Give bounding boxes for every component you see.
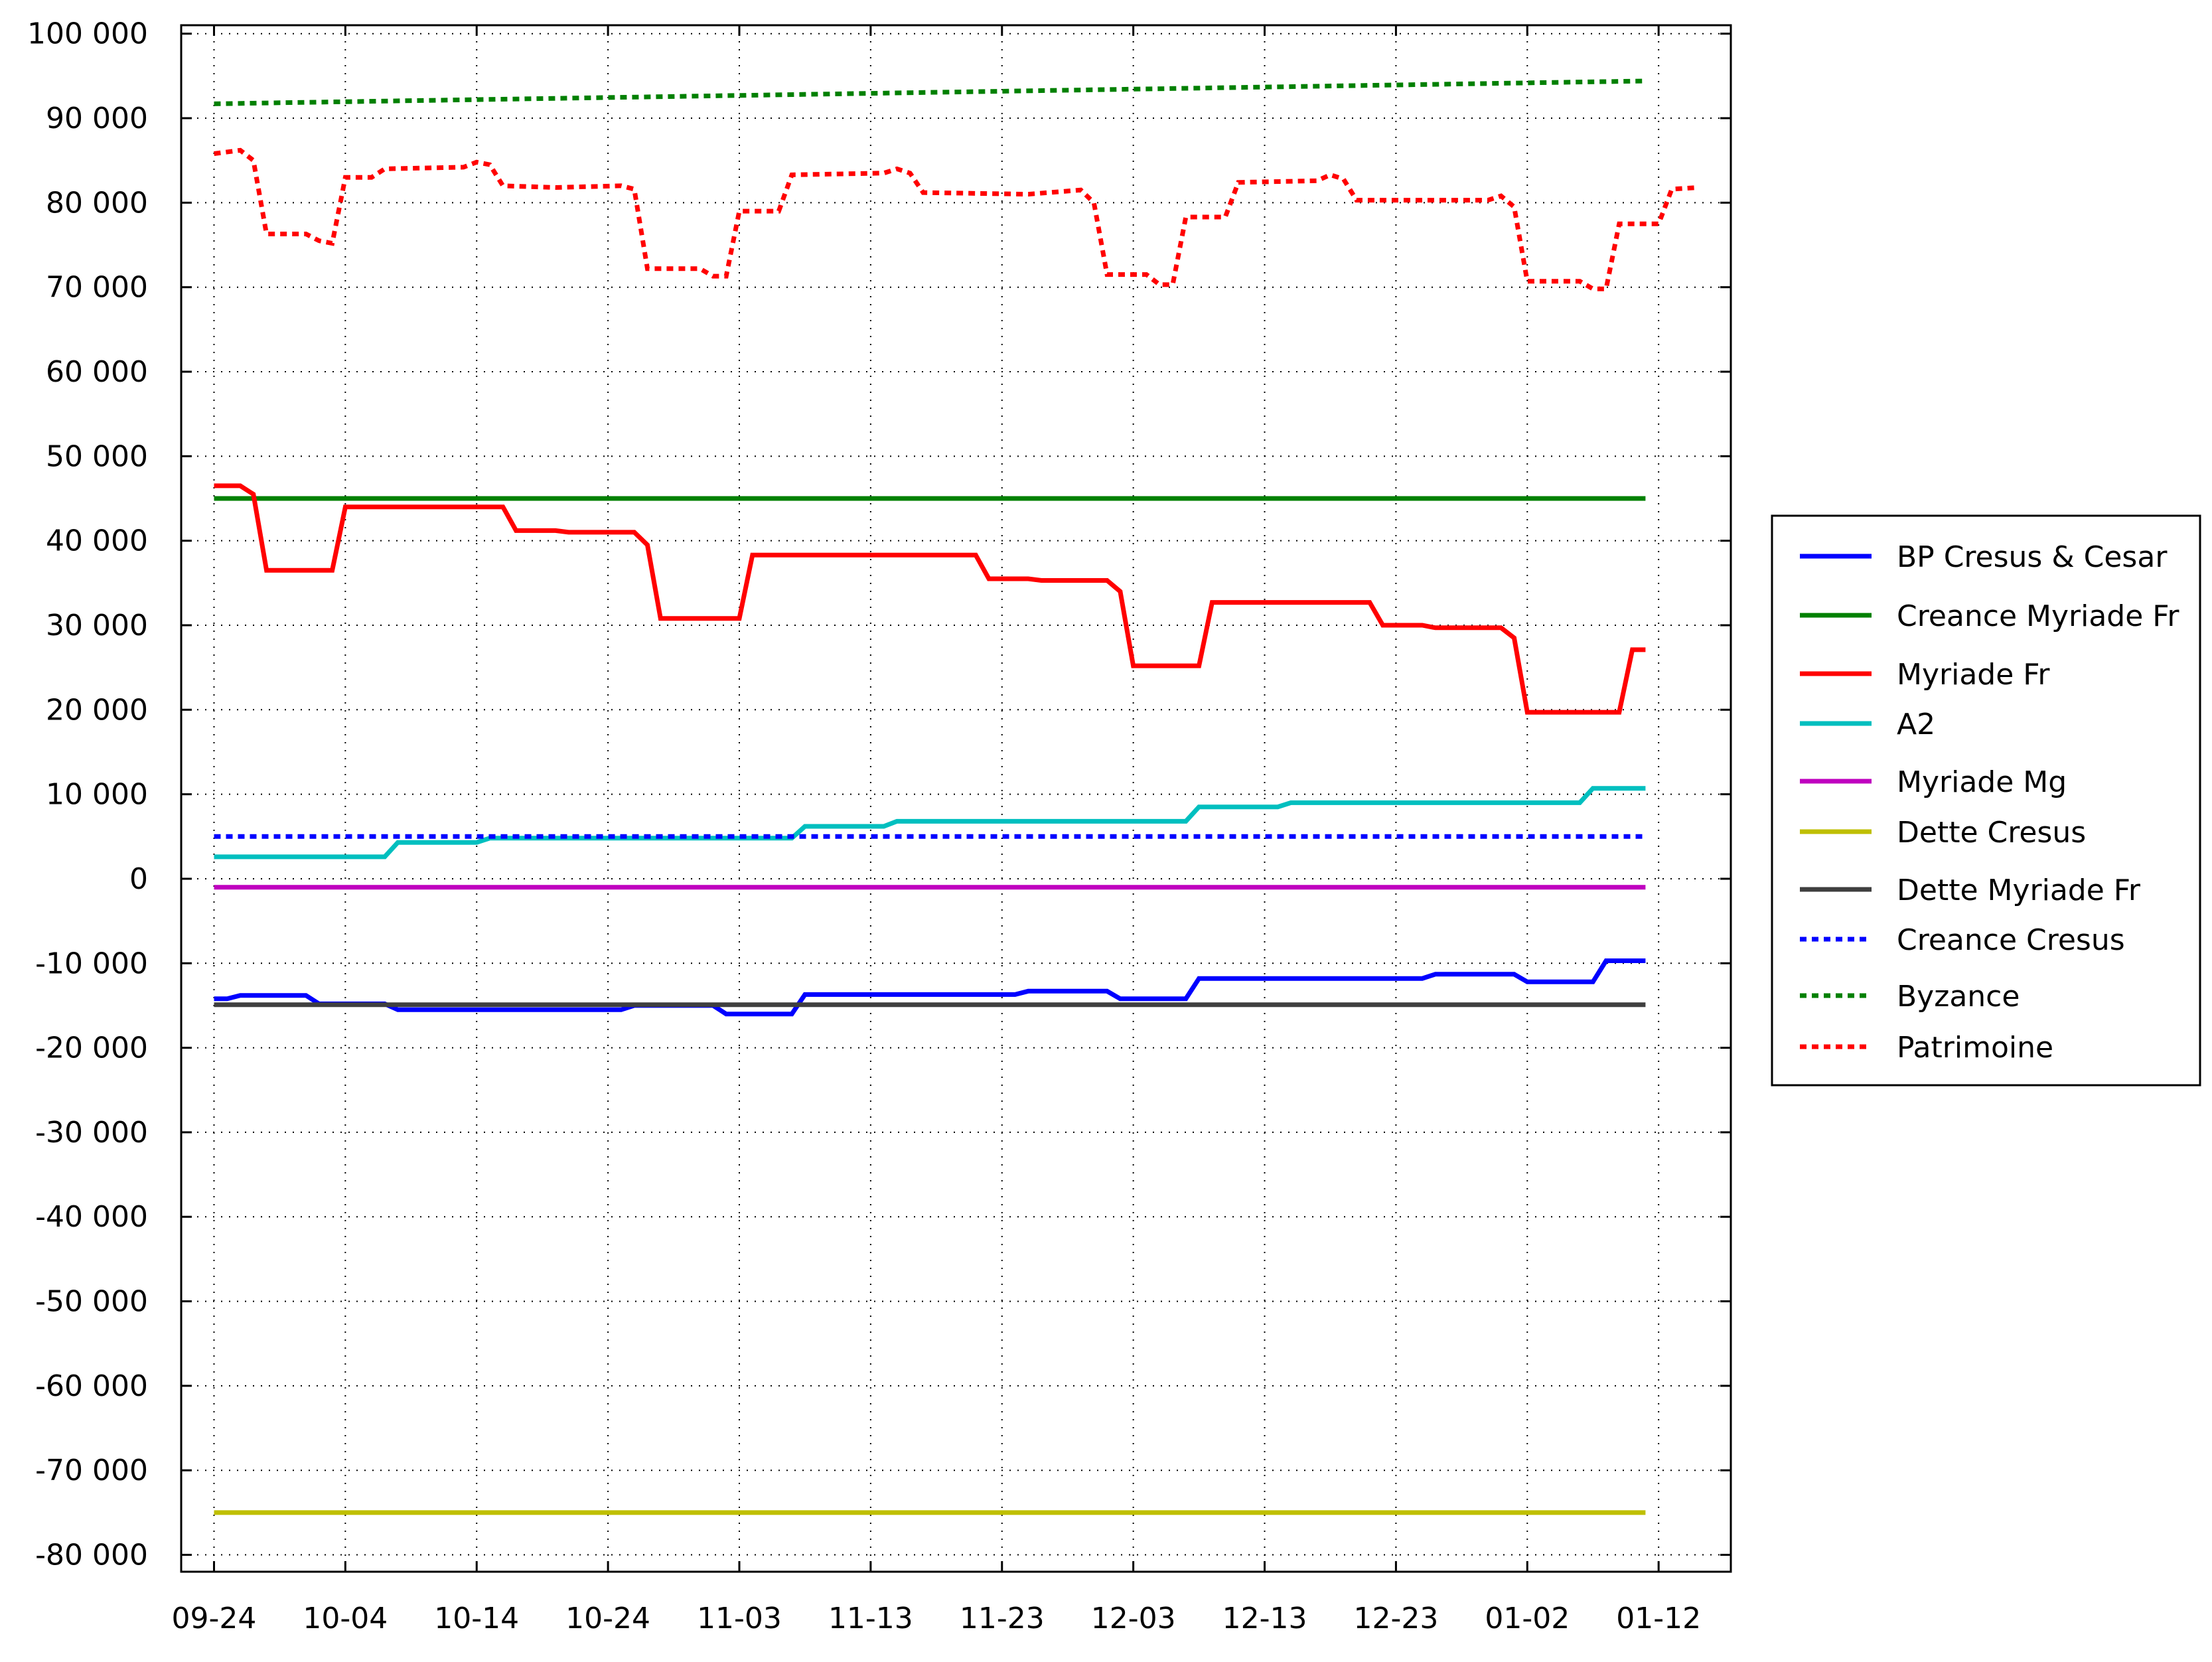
y-tick-label: 80 000	[46, 186, 148, 220]
y-tick-label: -10 000	[35, 946, 148, 980]
legend-label-a2: A2	[1897, 708, 1935, 741]
axes: 100 000 90 000 80 000 70 000 60 000 50 000 40 …	[27, 17, 1731, 1635]
legend: BP Cresus & Cesar Creance Myriade Fr Myria…	[1771, 514, 2201, 1087]
x-tick-label: 12-13	[1222, 1602, 1307, 1635]
x-tick-label: 10-24	[565, 1602, 650, 1635]
x-tick-label: 10-14	[434, 1602, 519, 1635]
y-tick-label: 20 000	[46, 693, 148, 727]
x-tick-label: 11-03	[697, 1602, 782, 1635]
legend-label-patrimoine: Patrimoine	[1897, 1031, 2053, 1065]
series-line-a2	[214, 786, 1646, 860]
y-tick-label: 100 000	[27, 17, 148, 51]
x-tick-label: 11-23	[960, 1602, 1045, 1635]
x-tick-label: 01-02	[1485, 1602, 1570, 1635]
y-tick-label: -20 000	[35, 1031, 148, 1065]
y-tick-label: 40 000	[46, 524, 148, 558]
legend-label-bp-cresus-cesar: BP Cresus & Cesar	[1897, 540, 2168, 574]
legend-box	[1771, 514, 2201, 1087]
y-tick-label: -30 000	[35, 1116, 148, 1150]
legend-label-myriade-fr: Myriade Fr	[1897, 658, 2050, 692]
x-tick-label: 01-12	[1616, 1602, 1701, 1635]
y-tick-label: -70 000	[35, 1454, 148, 1487]
y-tick-label: -60 000	[35, 1369, 148, 1403]
x-tick-label: 12-03	[1091, 1602, 1176, 1635]
series-line-patrimoine	[214, 147, 1698, 291]
plot-frame	[180, 24, 1732, 1573]
legend-label-creance-myriade-fr: Creance Myriade Fr	[1897, 599, 2179, 633]
x-tick-label: 12-23	[1353, 1602, 1438, 1635]
y-tick-label: 50 000	[46, 439, 148, 473]
y-tick-label: -40 000	[35, 1200, 148, 1234]
y-tick-label: 60 000	[46, 355, 148, 389]
y-tick-label: -50 000	[35, 1285, 148, 1319]
series-line-myriade-fr	[214, 483, 1646, 715]
legend-label-byzance: Byzance	[1897, 980, 2020, 1014]
x-tick-label: 11-13	[828, 1602, 913, 1635]
x-tick-label: 09-24	[172, 1602, 257, 1635]
y-tick-label: 70 000	[46, 271, 148, 305]
grid	[181, 25, 1731, 1572]
series-layer	[214, 78, 1698, 1515]
x-tick-label: 10-04	[303, 1602, 388, 1635]
legend-label-myriade-mg: Myriade Mg	[1897, 765, 2067, 799]
y-tick-label: -80 000	[35, 1539, 148, 1572]
y-tick-label: 90 000	[46, 102, 148, 135]
legend-label-dette-myriade-fr: Dette Myriade Fr	[1897, 873, 2141, 907]
y-tick-label: 30 000	[46, 609, 148, 642]
legend-label-creance-cresus: Creance Cresus	[1897, 923, 2125, 957]
y-tick-label: 10 000	[46, 778, 148, 812]
y-tick-label: 0	[129, 862, 148, 896]
legend-label-dette-cresus: Dette Cresus	[1897, 816, 2086, 850]
